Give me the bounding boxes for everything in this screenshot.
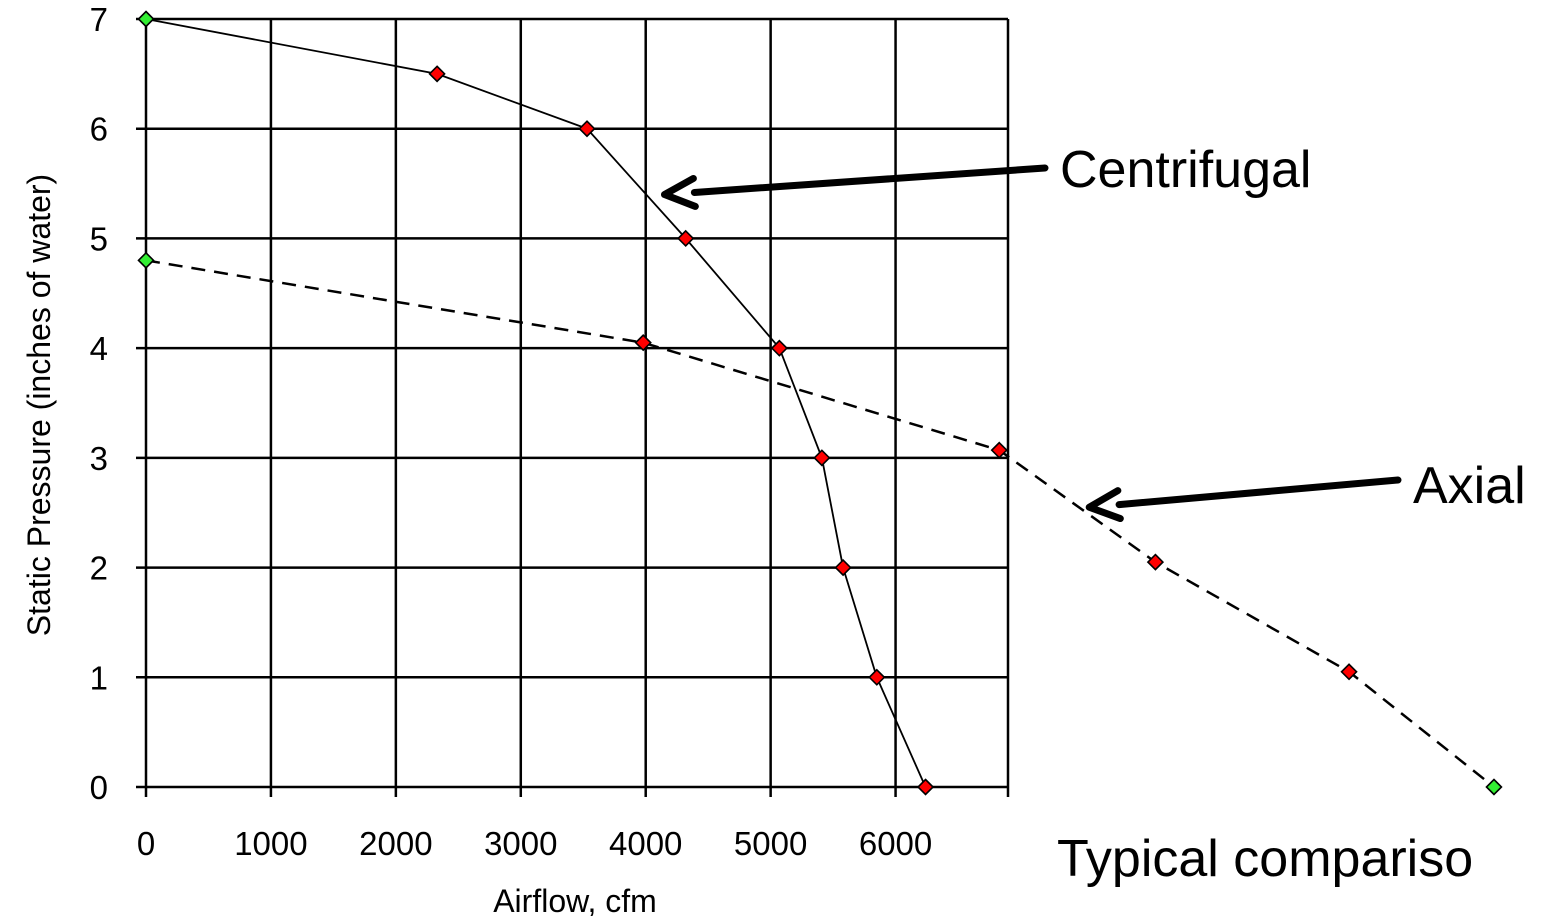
x-tick-label: 3000 (484, 825, 557, 862)
data-point-axial (1485, 778, 1503, 796)
annotation-arrow-centrifugal (690, 164, 1049, 196)
x-tick-label: 0 (137, 825, 155, 862)
series-line-axial (145, 259, 1495, 788)
data-point-centrifugal (813, 449, 831, 467)
annotation-axial: Axial (1413, 457, 1526, 515)
data-point-centrifugal (916, 778, 935, 796)
y-tick-label: 6 (90, 111, 108, 148)
x-tick-label: 2000 (359, 825, 432, 862)
series-line-centrifugal (145, 18, 927, 788)
data-point-centrifugal (677, 229, 695, 248)
data-point-axial (1146, 553, 1165, 571)
annotation-centrifugal: Centrifugal (1060, 141, 1311, 199)
annotation-arrow-axial (1115, 476, 1402, 509)
y-tick-label: 7 (90, 1, 108, 38)
data-point-centrifugal (578, 120, 596, 138)
data-point-centrifugal (834, 558, 852, 577)
series-markers (137, 10, 1503, 796)
y-tick-label: 0 (90, 769, 108, 806)
data-point-axial (990, 441, 1008, 459)
x-tick-label: 5000 (734, 825, 807, 862)
data-point-axial (1340, 663, 1358, 681)
y-axis-ticks: 0 1 2 3 4 5 6 7 (90, 1, 108, 806)
x-axis-ticks: 0 1000 2000 3000 4000 5000 6000 (137, 825, 932, 862)
y-tick-label: 2 (90, 550, 108, 587)
x-tick-label: 4000 (609, 825, 682, 862)
x-tick-label: 1000 (234, 825, 307, 862)
data-point-centrifugal (137, 10, 155, 28)
data-point-axial (634, 334, 652, 352)
annotation-arrowhead-centrifugal (660, 174, 699, 210)
y-axis-title: Static Pressure (inches of water) (21, 174, 57, 636)
y-tick-label: 5 (90, 220, 108, 257)
data-point-centrifugal (770, 339, 789, 357)
y-tick-label: 1 (90, 659, 108, 696)
data-point-centrifugal (428, 65, 446, 83)
x-tick-label: 6000 (859, 825, 932, 862)
annotation-arrows (660, 164, 1402, 523)
y-tick-label: 4 (90, 330, 108, 367)
data-point-centrifugal (868, 668, 886, 686)
x-axis-title: Airflow, cfm (493, 883, 657, 916)
data-point-axial (137, 251, 155, 270)
caption-text: Typical compariso (1057, 830, 1473, 888)
series-lines (145, 18, 1495, 788)
grid (136, 17, 1010, 797)
annotation-arrowhead-axial (1085, 487, 1124, 523)
y-tick-label: 3 (90, 440, 108, 477)
